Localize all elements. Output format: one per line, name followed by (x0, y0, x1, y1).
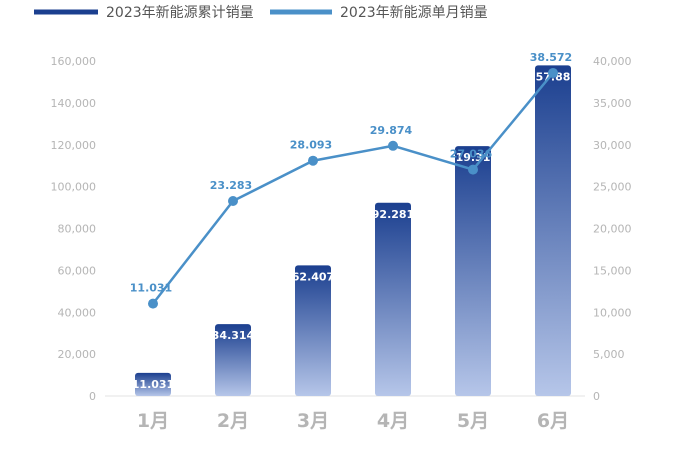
left-tick-label: 20,000 (58, 348, 97, 361)
category-label: 5月 (457, 410, 489, 432)
line-path (152, 72, 554, 305)
right-tick-label: 30,000 (593, 139, 632, 152)
left-tick-label: 100,000 (51, 181, 97, 194)
line-point (148, 298, 158, 309)
left-tick-label: 120,000 (51, 139, 97, 152)
line-point (468, 164, 478, 175)
bar-data-label: 34.314 (212, 329, 255, 342)
category-label: 2月 (217, 410, 249, 432)
bar-data-label: 92.281 (372, 208, 414, 221)
line-data-label: 38.572 (530, 51, 572, 64)
left-tick-label: 80,000 (58, 223, 97, 236)
right-tick-label: 35,000 (593, 97, 632, 110)
bar (295, 265, 331, 396)
legend: 2023年新能源累计销量 2023年新能源单月销量 (34, 5, 488, 21)
right-tick-label: 10,000 (593, 306, 632, 319)
right-tick-label: 40,000 (593, 55, 632, 68)
line-point (308, 155, 318, 166)
line-data-label: 28.093 (290, 139, 332, 152)
bar (535, 65, 571, 396)
left-tick-label: 40,000 (58, 306, 97, 319)
category-label: 4月 (377, 410, 409, 432)
right-axis: 0 5,000 10,000 15,000 20,000 25,000 30,000 35,0… (593, 55, 632, 403)
line-series: 11.031 23.283 28.093 29.874 27.036 38.572 (130, 51, 572, 309)
bar (215, 324, 251, 396)
category-label: 3月 (297, 410, 329, 432)
right-tick-label: 15,000 (593, 264, 632, 277)
right-tick-label: 20,000 (593, 223, 632, 236)
bar-data-label: 11.031 (132, 378, 174, 391)
line-data-label: 29.874 (370, 124, 413, 137)
line-point (388, 140, 398, 151)
left-axis: 0 20,000 40,000 60,000 80,000 100,000 120,000 1… (51, 55, 97, 403)
line-point (228, 196, 238, 207)
bar (455, 146, 491, 396)
category-label: 6月 (537, 410, 569, 432)
legend-line-label: 2023年新能源单月销量 (340, 5, 488, 21)
left-tick-label: 140,000 (51, 97, 97, 110)
line-data-label: 23.283 (210, 179, 252, 192)
x-axis: 1月 2月 3月 4月 5月 6月 (137, 410, 569, 432)
legend-bar-label: 2023年新能源累计销量 (106, 5, 254, 21)
category-label: 1月 (137, 410, 169, 432)
bar (375, 202, 411, 396)
bar (135, 372, 171, 396)
line-point (548, 67, 558, 78)
right-tick-label: 5,000 (593, 348, 625, 361)
left-tick-label: 60,000 (58, 264, 97, 277)
line-data-label: 27.036 (450, 148, 493, 161)
bar-data-label: 62.407 (292, 270, 334, 283)
left-tick-label: 160,000 (51, 55, 97, 68)
left-tick-label: 0 (89, 390, 96, 403)
right-tick-label: 0 (593, 390, 600, 403)
right-tick-label: 25,000 (593, 181, 632, 194)
line-data-label: 11.031 (130, 282, 172, 295)
